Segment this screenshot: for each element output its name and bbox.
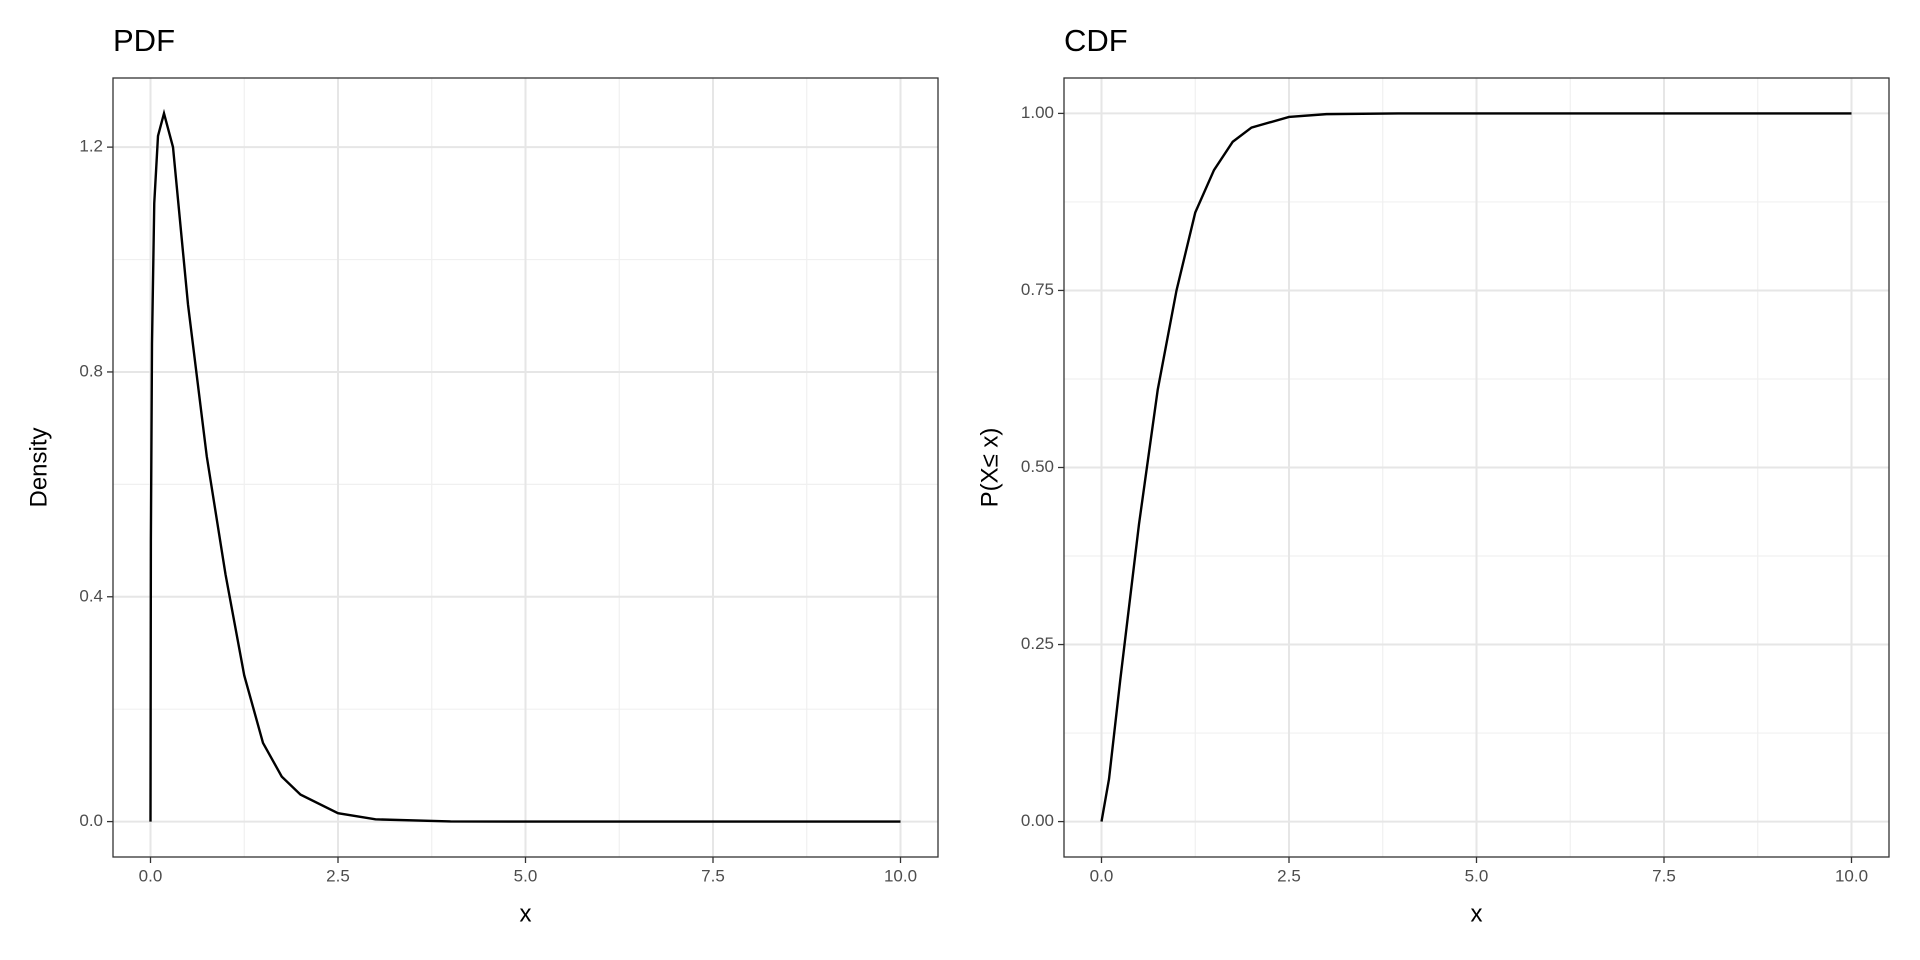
x-tick-label: 2.5 (326, 866, 350, 885)
x-axis-title: x (520, 900, 532, 927)
y-tick-label: 0.4 (79, 586, 103, 605)
x-tick-label: 5.0 (514, 866, 538, 885)
x-tick-label: 10.0 (1835, 866, 1868, 885)
x-tick-label: 0.0 (139, 866, 163, 885)
line (1100, 112, 1852, 822)
y-tick-label: 0.0 (79, 811, 103, 830)
y-tick-label: 0.8 (79, 361, 103, 380)
x-tick-label: 10.0 (884, 866, 917, 885)
y-tick-label: 1.00 (1021, 103, 1054, 122)
panel-border (112, 77, 939, 858)
y-tick-label: 0.00 (1021, 811, 1054, 830)
x-tick-label: 0.0 (1090, 866, 1114, 885)
x-tick-label: 7.5 (1652, 866, 1676, 885)
x-tick-label: 7.5 (701, 866, 725, 885)
y-tick-label: 0.25 (1021, 634, 1054, 653)
panel-border (1063, 77, 1890, 858)
y-axis-title: Density (25, 427, 52, 507)
x-axis-title: x (1471, 900, 1483, 927)
y-tick-label: 1.2 (79, 137, 103, 156)
y-tick-label: 0.75 (1021, 280, 1054, 299)
chart-title: PDF (113, 23, 175, 58)
chart-title: CDF (1064, 23, 1128, 58)
line (149, 108, 901, 823)
y-tick-label: 0.50 (1021, 457, 1054, 476)
x-tick-label: 2.5 (1277, 866, 1301, 885)
x-tick-label: 5.0 (1465, 866, 1489, 885)
y-axis-title: P(X≤ x) (976, 428, 1003, 508)
